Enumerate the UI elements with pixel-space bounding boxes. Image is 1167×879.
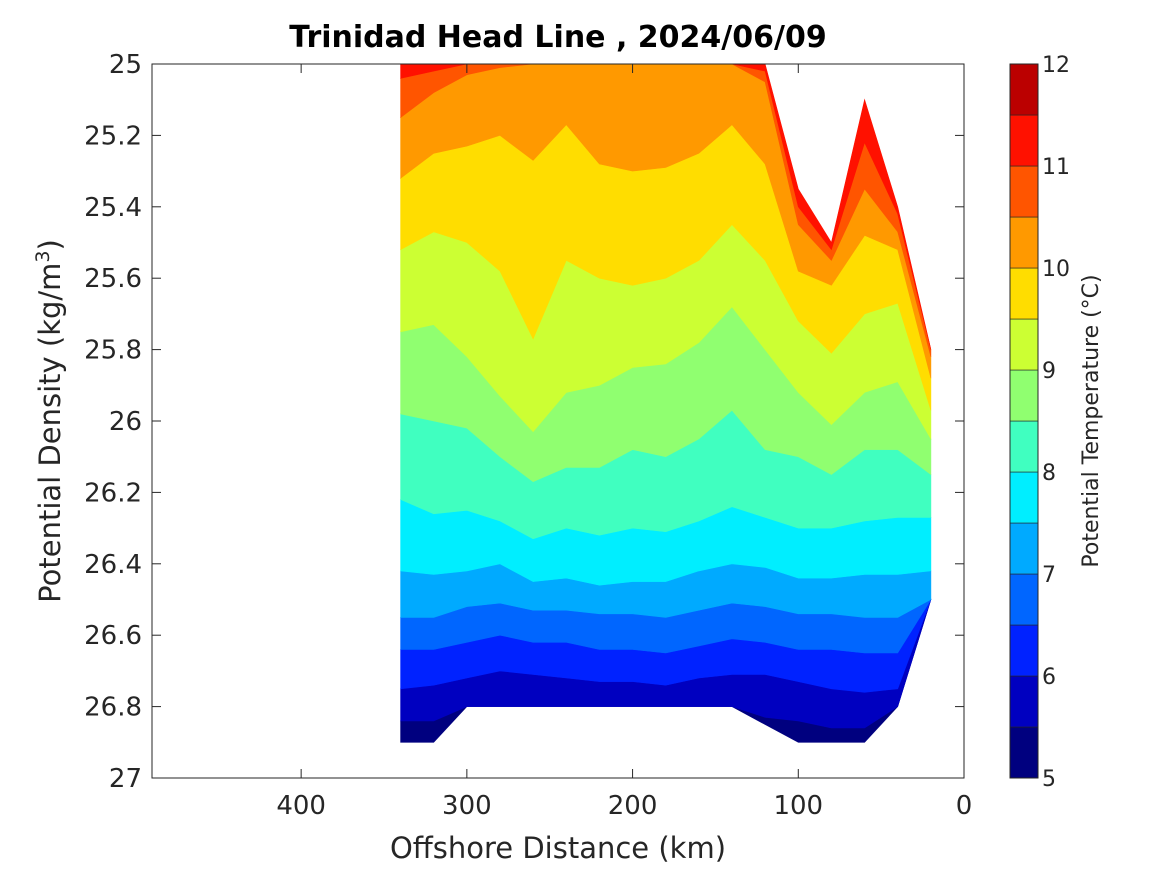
colorbar-tick-label: 9 — [1042, 359, 1056, 384]
colorbar-segment — [1009, 63, 1039, 116]
colorbar-segment — [1009, 114, 1039, 167]
colorbar-segment — [1009, 522, 1039, 575]
y-tick-label: 25.6 — [84, 264, 142, 294]
colorbar-segment — [1009, 318, 1039, 371]
contour-bands — [400, 64, 932, 743]
y-tick-label: 26.2 — [84, 478, 142, 508]
y-tick-label: 26.4 — [84, 550, 142, 580]
y-tick-label: 25.8 — [84, 336, 142, 366]
colorbar-segment — [1009, 216, 1039, 269]
colorbar-segment — [1009, 675, 1039, 728]
colorbar-segment — [1009, 726, 1039, 779]
y-tick-label: 26.8 — [84, 693, 142, 723]
y-tick-label: 25.2 — [84, 121, 142, 151]
colorbar-tick-label: 10 — [1042, 257, 1070, 282]
colorbar: 5 6 7 8 9 10 11 12 — [1009, 53, 1070, 792]
x-tick-label: 300 — [442, 791, 492, 821]
x-tick-label: 400 — [276, 791, 326, 821]
colorbar-tick-label: 12 — [1042, 53, 1070, 78]
colorbar-tick-label: 11 — [1042, 155, 1070, 180]
colorbar-segment — [1009, 471, 1039, 524]
y-tick-label: 25 — [109, 50, 142, 80]
x-tick-label: 200 — [608, 791, 658, 821]
y-axis-label: Potential Density (kg/m3) — [32, 239, 67, 603]
colorbar-tick-label: 7 — [1042, 563, 1056, 588]
temperature-band-12 — [400, 64, 932, 350]
chart-title: Trinidad Head Line , 2024/06/09 — [289, 20, 826, 55]
y-tick-label: 25.4 — [84, 193, 142, 223]
colorbar-tick-label: 5 — [1042, 767, 1056, 792]
y-tick-label: 26.6 — [84, 621, 142, 651]
colorbar-label: Potential Temperature (°C) — [1079, 274, 1104, 567]
colorbar-segment — [1009, 165, 1039, 218]
x-axis: 400 300 200 100 0 — [276, 64, 972, 821]
colorbar-tick-label: 8 — [1042, 461, 1056, 486]
x-tick-label: 100 — [773, 791, 823, 821]
colorbar-tick-label: 6 — [1042, 665, 1056, 690]
x-axis-label: Offshore Distance (km) — [390, 831, 726, 865]
y-axis: 25 25.2 25.4 25.6 25.8 26 26.2 26.4 26.6 26.8 27 — [84, 50, 964, 794]
colorbar-frame — [1009, 63, 1039, 779]
y-axis-label-superscript: 3 — [32, 250, 54, 262]
y-axis-label-close: ) — [33, 239, 67, 250]
y-tick-label: 26 — [109, 407, 142, 437]
colorbar-segment — [1009, 573, 1039, 626]
colorbar-segment — [1009, 420, 1039, 473]
colorbar-segment — [1009, 267, 1039, 320]
colorbar-segment — [1009, 369, 1039, 422]
y-axis-label-main: Potential Density (kg/m — [33, 263, 67, 603]
y-tick-label: 27 — [109, 764, 142, 794]
colorbar-segment — [1009, 624, 1039, 677]
x-tick-label: 0 — [956, 791, 973, 821]
